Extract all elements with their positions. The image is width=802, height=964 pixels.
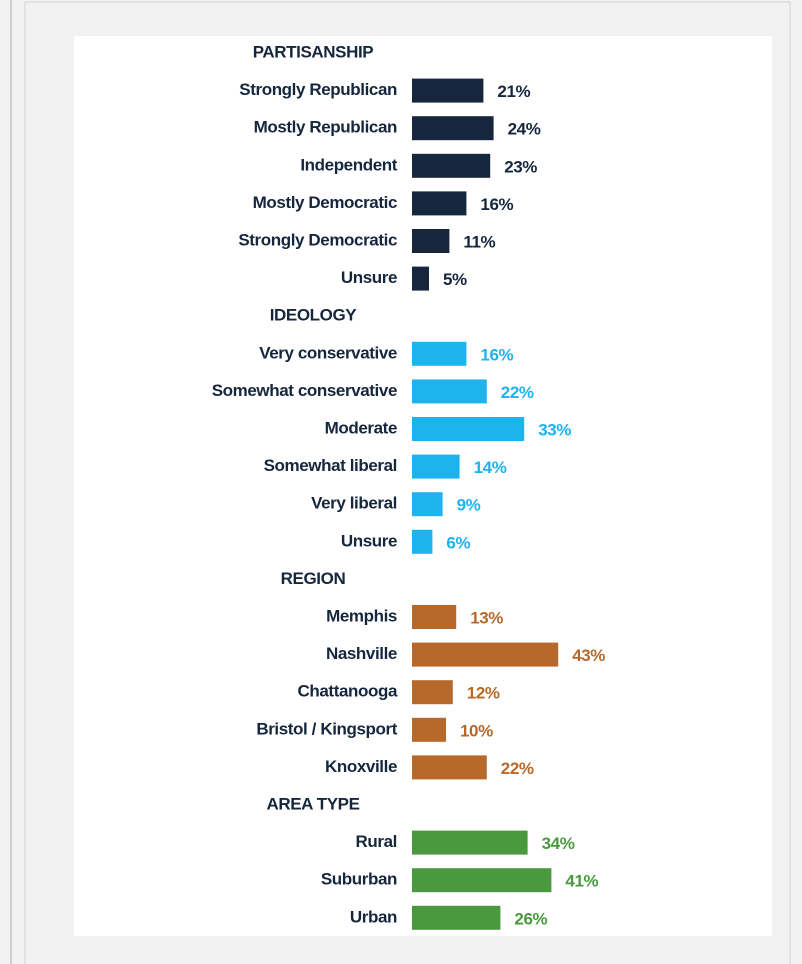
bar: [412, 191, 467, 216]
category-label: Moderate: [325, 418, 397, 437]
bar: [412, 905, 501, 930]
value-label: 12%: [467, 684, 500, 703]
bar: [412, 605, 457, 629]
category-label: Knoxville: [325, 757, 397, 776]
bar: [412, 341, 467, 366]
value-label: 22%: [501, 759, 534, 778]
category-label: Mostly Republican: [254, 118, 397, 137]
category-label: Suburban: [321, 870, 397, 889]
bar: [412, 755, 487, 780]
bar: [412, 680, 453, 705]
bar: [412, 266, 429, 291]
value-label: 9%: [457, 496, 481, 515]
group-title: PARTISANSHIP: [253, 42, 374, 61]
value-label: 34%: [542, 834, 575, 853]
bar: [412, 492, 443, 517]
bar: [412, 417, 525, 441]
category-label: Unsure: [341, 531, 397, 550]
value-label: 16%: [480, 195, 513, 214]
value-label: 10%: [460, 721, 493, 740]
value-label: 21%: [497, 82, 530, 101]
category-label: Mostly Democratic: [253, 193, 397, 212]
category-label: Chattanooga: [298, 682, 398, 701]
category-label: Very conservative: [259, 343, 397, 362]
value-label: 6%: [446, 533, 470, 552]
category-label: Somewhat liberal: [264, 456, 397, 475]
category-label: Memphis: [326, 606, 397, 625]
category-label: Nashville: [326, 644, 397, 663]
value-label: 26%: [514, 909, 547, 928]
category-label: Rural: [356, 832, 397, 851]
category-label: Strongly Democratic: [238, 230, 397, 249]
value-label: 22%: [501, 383, 534, 402]
bar: [412, 529, 433, 554]
value-label: 14%: [474, 458, 507, 477]
bar: [412, 229, 450, 253]
bar: [412, 868, 552, 893]
value-label: 23%: [504, 157, 537, 176]
value-label: 33%: [538, 420, 571, 439]
category-label: Bristol / Kingsport: [256, 719, 397, 738]
category-label: Urban: [350, 907, 397, 926]
group-title: REGION: [281, 569, 346, 588]
chart-area: [74, 36, 772, 936]
category-label: Unsure: [341, 268, 397, 287]
bar: [412, 379, 487, 404]
value-label: 24%: [508, 120, 541, 139]
group-title: IDEOLOGY: [270, 306, 358, 325]
group-title: AREA TYPE: [266, 794, 359, 813]
category-label: Strongly Republican: [239, 80, 397, 99]
bar: [412, 830, 528, 855]
category-label: Somewhat conservative: [212, 381, 397, 400]
value-label: 16%: [480, 345, 513, 364]
category-label: Independent: [300, 155, 397, 174]
value-label: 13%: [470, 608, 503, 627]
value-label: 11%: [463, 232, 495, 251]
bar: [412, 642, 559, 667]
bar: [412, 153, 491, 178]
category-label: Very liberal: [311, 494, 397, 513]
bar: [412, 717, 446, 742]
value-label: 41%: [565, 872, 598, 891]
value-label: 43%: [572, 646, 605, 665]
bar: [412, 78, 484, 103]
bar: [412, 454, 460, 479]
value-label: 5%: [443, 270, 467, 289]
bar: [412, 116, 494, 141]
